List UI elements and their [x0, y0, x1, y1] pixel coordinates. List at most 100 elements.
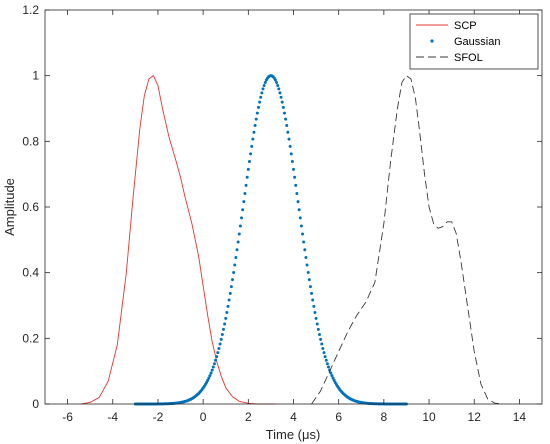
gaussian-point	[281, 105, 285, 109]
gaussian-point	[262, 83, 266, 87]
gaussian-point	[254, 117, 258, 121]
x-tick-label: 6	[335, 410, 342, 424]
gaussian-point	[256, 105, 260, 109]
gaussian-point	[290, 160, 294, 164]
x-tick-label: -4	[107, 410, 118, 424]
y-axis-label: Amplitude	[2, 178, 17, 236]
gaussian-point	[310, 291, 314, 295]
gaussian-point	[252, 130, 256, 134]
series-line-sfol	[311, 75, 502, 405]
gaussian-point	[321, 346, 325, 350]
x-axis-label: Time (μs)	[266, 427, 321, 442]
gaussian-point	[253, 124, 257, 127]
y-tick-label: 0.4	[22, 266, 39, 280]
gaussian-point	[259, 95, 263, 99]
x-tick-label: 10	[422, 410, 436, 424]
gaussian-point	[286, 130, 290, 134]
gaussian-point	[329, 371, 333, 375]
gaussian-point	[217, 346, 221, 350]
y-tick-label: 0.8	[22, 134, 39, 148]
gaussian-point	[301, 232, 305, 236]
gaussian-point	[327, 365, 331, 369]
gaussian-point	[237, 232, 241, 236]
gaussian-point	[330, 374, 334, 378]
legend-marker-gaussian	[430, 39, 434, 43]
gaussian-point	[296, 200, 300, 204]
gaussian-point	[211, 365, 215, 369]
x-tick-label: 8	[381, 410, 388, 424]
gaussian-point	[233, 263, 237, 267]
gaussian-point	[234, 256, 238, 260]
gaussian-point	[273, 78, 277, 82]
legend: SCP Gaussian SFOL	[409, 13, 539, 70]
y-tick-label: 1.2	[22, 3, 39, 17]
gaussian-point	[228, 291, 232, 295]
gaussian-point	[247, 160, 251, 164]
gaussian-point	[288, 144, 292, 148]
legend-label: SFOL	[454, 52, 483, 64]
gaussian-point	[207, 376, 211, 380]
y-tick-label: 1	[32, 69, 39, 83]
gaussian-point	[218, 342, 222, 346]
gaussian-point	[302, 240, 306, 244]
plot-area	[45, 10, 542, 404]
gaussian-point	[216, 351, 220, 355]
gaussian-point	[307, 278, 311, 282]
gaussian-point	[331, 376, 335, 380]
gaussian-point	[227, 298, 231, 302]
gaussian-point	[221, 327, 225, 331]
gaussian-point	[210, 368, 214, 372]
gaussian-point	[277, 87, 281, 91]
gaussian-point	[313, 310, 317, 314]
x-tick-label: 14	[513, 410, 527, 424]
gaussian-point	[242, 200, 246, 204]
gaussian-point	[325, 362, 329, 366]
gaussian-point	[215, 355, 219, 359]
gaussian-point	[315, 322, 319, 326]
gaussian-point	[314, 316, 318, 320]
ticks-layer: -6 -4 -2 0 2 4 6 8 10 12 14 0 0.2 0.4 0.6 0.8 1 1.2	[22, 3, 542, 424]
gaussian-point	[255, 111, 259, 115]
gaussian-point	[250, 144, 254, 148]
x-tick-label: 4	[290, 410, 297, 424]
gaussian-point	[212, 362, 216, 366]
gaussian-point	[206, 378, 210, 382]
gaussian-point	[229, 285, 233, 289]
gaussian-point	[245, 175, 249, 179]
gaussian-point	[214, 358, 218, 362]
gaussian-point	[287, 137, 291, 141]
gaussian-point	[278, 91, 282, 95]
gaussian-point	[208, 374, 212, 378]
gaussian-point	[244, 183, 248, 187]
gaussian-point	[280, 100, 284, 104]
gaussian-point	[261, 87, 265, 91]
gaussian-point	[232, 270, 236, 274]
gaussian-point	[305, 263, 309, 267]
gaussian-point	[323, 355, 327, 359]
gaussian-point	[220, 333, 224, 337]
gaussian-point	[322, 351, 326, 355]
gaussian-point	[294, 183, 298, 187]
x-tick-label: -6	[62, 410, 73, 424]
gaussian-point	[238, 224, 242, 228]
gaussian-point	[279, 95, 283, 99]
x-tick-label: -2	[153, 410, 164, 424]
gaussian-point	[311, 298, 315, 302]
gaussian-point	[317, 333, 321, 337]
x-tick-label: 2	[245, 410, 252, 424]
gaussian-point	[258, 100, 262, 104]
gaussian-point	[312, 304, 316, 308]
gaussian-point	[231, 278, 234, 282]
gaussian-point	[285, 124, 289, 127]
gaussian-point	[299, 224, 303, 228]
gaussian-point	[209, 371, 213, 375]
x-tick-label: 12	[468, 410, 482, 424]
gaussian-point	[275, 80, 279, 84]
legend-label: Gaussian	[454, 36, 500, 48]
gaussian-point	[324, 358, 328, 362]
x-tick-label: 0	[200, 410, 207, 424]
gaussian-point	[320, 342, 324, 346]
gaussian-point	[303, 248, 307, 252]
gaussian-point	[236, 240, 240, 244]
